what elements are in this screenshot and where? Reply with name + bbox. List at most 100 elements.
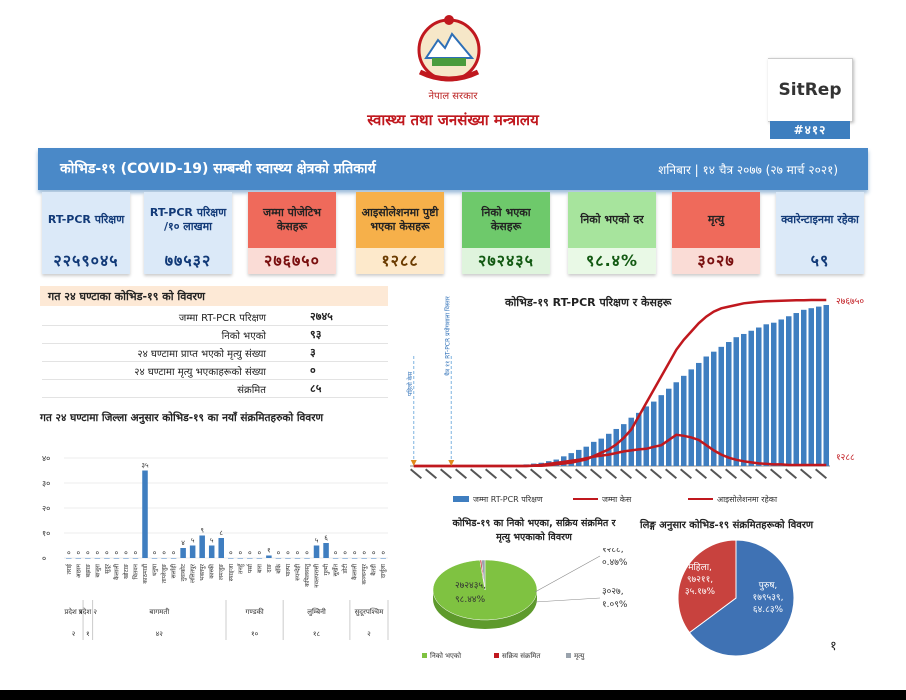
bar-label: ० xyxy=(124,549,128,557)
bar xyxy=(75,558,82,559)
legend-swatch xyxy=(566,653,571,658)
category-label: पर्सा xyxy=(246,563,254,573)
pie-slice xyxy=(481,559,486,591)
stat-card: निको भएको दर ९८.४% xyxy=(568,192,656,274)
stat-card-label: RT-PCR परिक्षण /१० लाखमा xyxy=(144,192,232,248)
bar-label: ० xyxy=(305,549,309,557)
bar-label: ० xyxy=(296,549,300,557)
x-tick-label xyxy=(650,468,663,479)
category-label: बारा xyxy=(256,564,263,573)
slice-label: १७९५३९, xyxy=(753,593,784,603)
group-count: २ xyxy=(367,630,371,638)
x-tick-label xyxy=(440,468,453,479)
bar-label: ० xyxy=(134,549,138,557)
group-label: बागमती xyxy=(149,607,169,616)
bar xyxy=(370,558,377,559)
bar-label: ० xyxy=(277,549,281,557)
stat-card-value: ३०२७ xyxy=(697,251,735,270)
last24-header xyxy=(40,286,388,306)
group-label: लुम्बिनी xyxy=(307,607,326,616)
category-label: सर्लाही xyxy=(170,564,178,579)
legend-label: मृत्यु xyxy=(574,652,585,660)
test-bar xyxy=(786,316,792,466)
annotation-label: चैत्र ११ RT-PCR प्रयोगशाला विस्तार xyxy=(443,296,451,376)
bar-label: ० xyxy=(153,549,157,557)
x-tick-label xyxy=(470,468,483,479)
x-tick-label xyxy=(755,468,768,479)
pie-slice xyxy=(677,539,737,634)
last24-row-value: ८५ xyxy=(310,382,322,395)
test-bar xyxy=(823,304,829,466)
category-label: कास्की xyxy=(208,564,216,579)
stat-card: आइसोलेशनमा पुष्टी भएका केसहरू १२८८ xyxy=(356,192,444,274)
x-tick-label xyxy=(635,468,648,479)
bar xyxy=(247,558,253,559)
category-label: नुवाकोट xyxy=(179,563,187,581)
bar-label: ० xyxy=(172,549,176,557)
bar-label: ९ xyxy=(200,527,204,535)
stat-card-value: २७२४३५ xyxy=(478,251,534,270)
category-label: ललितपुर xyxy=(189,563,197,583)
bar xyxy=(132,558,139,559)
trend-chart: २७६७५० १२८८ पहिलो केस चैत्र ११ RT-PCR प्रयो… xyxy=(406,296,865,504)
slice-label: १.०९% xyxy=(602,600,628,610)
bar xyxy=(180,548,186,558)
bar xyxy=(170,558,177,559)
sitrep-number: #४१२ xyxy=(770,121,850,139)
bar-label: ० xyxy=(229,549,233,557)
x-tick-label xyxy=(725,468,738,479)
category-label: दार्चुला xyxy=(379,564,387,579)
last24-row-value: ३ xyxy=(310,346,316,359)
bar xyxy=(218,538,224,558)
group-label: गण्डकी xyxy=(245,607,263,616)
bar-label: ६ xyxy=(324,534,328,542)
test-bar xyxy=(718,346,724,466)
bar-label: ० xyxy=(362,549,366,557)
x-tick-label xyxy=(530,468,543,479)
bar-label: ० xyxy=(372,549,376,557)
category-label: कञ्चनपुर xyxy=(361,563,368,584)
pie-slice xyxy=(688,539,795,657)
legend-label: जम्मा केस xyxy=(602,494,632,504)
bar xyxy=(161,558,167,559)
active-cases-line xyxy=(413,433,827,468)
group-count: १८ xyxy=(313,630,321,638)
bar xyxy=(228,558,234,559)
test-bar xyxy=(621,424,627,466)
bar xyxy=(380,558,386,559)
stat-card: मृत्यु ३०२७ xyxy=(672,192,760,274)
x-tick-label xyxy=(680,468,693,479)
bar xyxy=(208,545,215,558)
legend-label: जम्मा RT-PCR परिक्षण xyxy=(473,494,543,504)
last24-row: निको भएको ९३ xyxy=(42,325,388,344)
y-tick-label: ० xyxy=(42,554,46,563)
stat-card-label: आइसोलेशनमा पुष्टी भएका केसहरू xyxy=(356,192,444,248)
category-label: दाङ xyxy=(266,564,273,573)
y-tick-label: ४० xyxy=(42,454,50,463)
group-count: १० xyxy=(251,630,259,638)
end-label-cases: २७६७५० xyxy=(836,297,864,307)
stat-card-value: १२८८ xyxy=(381,251,419,270)
bar xyxy=(285,558,291,559)
y-tick-label: १० xyxy=(42,529,50,538)
bar-label: ५ xyxy=(210,537,214,545)
last24-row-value: ९३ xyxy=(310,328,322,341)
test-bar xyxy=(651,401,657,466)
bar xyxy=(256,558,263,559)
test-bar xyxy=(703,356,709,466)
category-label: लमजुङ xyxy=(218,564,225,580)
trend-chart-title: कोभिड-१९ RT-PCR परिक्षण र केसहरू xyxy=(505,296,672,309)
slice-label: ९७२११, xyxy=(687,575,713,585)
category-label: डोटी xyxy=(341,564,349,575)
last24-row: २४ घण्टामा प्राप्त भएको मृत्यु संख्या ३ xyxy=(42,343,388,362)
stat-card: निको भएका केसहरू २७२४३५ xyxy=(462,192,550,274)
bar-label: ० xyxy=(105,549,109,557)
recovery-pie-chart: २७२४३५, ९८.४४% १२८८, ०.४७% ३०२७, १.०९% निको भए… xyxy=(422,548,628,660)
category-label: काठमाडौं xyxy=(141,564,149,584)
x-tick-label xyxy=(455,468,468,479)
category-label: नवलपरासी xyxy=(313,564,321,588)
x-tick-label xyxy=(575,468,588,479)
bar xyxy=(104,558,110,559)
group-count: २ xyxy=(72,630,76,638)
x-tick-label xyxy=(710,468,723,479)
